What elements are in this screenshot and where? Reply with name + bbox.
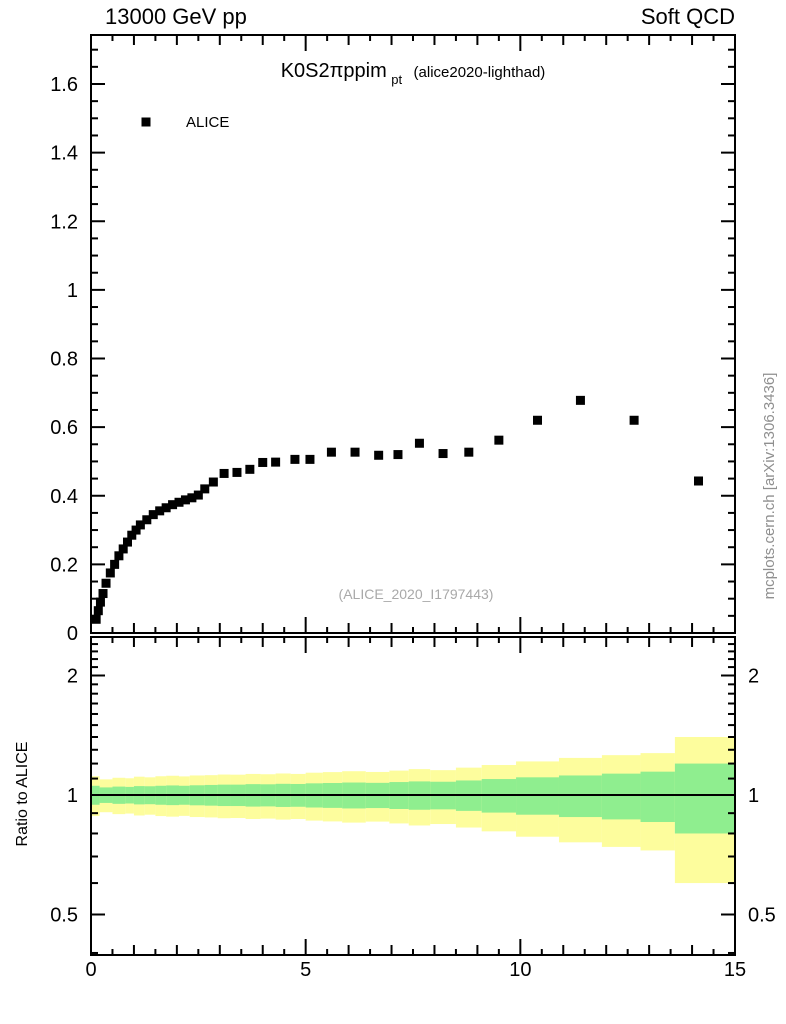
data-point	[494, 435, 504, 445]
data-point	[193, 490, 203, 500]
legend-label: ALICE	[186, 114, 229, 131]
data-point	[98, 589, 108, 599]
ratio-uncertainty-bands	[91, 736, 735, 884]
x-tick-label: 10	[509, 959, 531, 981]
data-point	[168, 500, 178, 510]
data-point	[155, 506, 165, 516]
plot-title-observable: K0S2πppim	[281, 60, 387, 82]
inner-uncertainty-band-bin	[640, 771, 675, 823]
plot-title-subscript: pt	[391, 72, 402, 87]
data-point	[245, 464, 255, 474]
data-point	[326, 447, 336, 457]
data-point	[271, 457, 281, 467]
data-point	[464, 447, 474, 457]
data-point	[208, 477, 218, 487]
mcplots-arxiv-side-note: mcplots.cern.ch [arXiv:1306.3436]	[761, 373, 778, 600]
data-point	[290, 454, 300, 464]
data-point	[414, 438, 424, 448]
ratio-y-tick-label-left: 2	[67, 666, 78, 688]
data-point	[131, 525, 141, 535]
ratio-y-tick-label-right: 0.5	[748, 905, 776, 927]
tick-labels-layer: 0 0.2 0.4 0.6 0.8 1 1.2 1.4 1.6 0.5 0.5 1 1 2 2 0 5 10 15	[50, 74, 776, 981]
spectrum-y-tick-label: 0.6	[50, 417, 78, 439]
data-points-layer	[91, 395, 704, 624]
ratio-y-tick-label-left: 0.5	[50, 905, 78, 927]
x-tick-label: 5	[300, 959, 311, 981]
data-point	[393, 450, 403, 460]
data-point	[258, 457, 268, 467]
data-point	[575, 395, 585, 405]
data-point	[110, 559, 120, 569]
data-point	[374, 450, 384, 460]
data-point	[174, 497, 184, 507]
legend-marker-filled-square-icon	[141, 117, 151, 127]
data-point	[93, 606, 103, 616]
ratio-y-tick-label-left: 1	[67, 785, 78, 807]
header-beam-energy: 13000 GeV pp	[105, 4, 247, 29]
spectrum-y-tick-label: 0.8	[50, 349, 78, 371]
data-point	[95, 597, 105, 607]
data-point	[187, 493, 197, 503]
data-point	[118, 544, 128, 554]
x-tick-label: 0	[85, 959, 96, 981]
x-tick-label: 15	[724, 959, 746, 981]
data-point	[438, 449, 448, 459]
data-point	[694, 476, 704, 486]
spectrum-y-tick-label: 0	[67, 623, 78, 645]
data-point	[142, 515, 152, 525]
ratio-y-tick-label-right: 2	[748, 666, 759, 688]
spectrum-y-tick-label: 0.2	[50, 554, 78, 576]
inner-uncertainty-band-bin	[601, 773, 641, 820]
data-point	[114, 551, 124, 561]
spectrum-y-tick-label: 0.4	[50, 486, 78, 508]
data-point	[135, 520, 145, 530]
inner-uncertainty-band-bin	[516, 777, 559, 815]
ratio-y-tick-label-right: 1	[748, 785, 759, 807]
data-point	[127, 530, 137, 540]
data-point	[105, 568, 115, 578]
data-point	[305, 454, 315, 464]
spectrum-y-tick-label: 1.2	[50, 211, 78, 233]
spectrum-y-tick-label: 1	[67, 280, 78, 302]
data-point	[200, 484, 210, 494]
inner-uncertainty-band-bin	[674, 763, 735, 834]
spectrum-y-tick-label: 1.4	[50, 143, 78, 165]
data-point	[533, 415, 543, 425]
data-point	[148, 510, 158, 520]
data-point	[161, 503, 171, 513]
legend: ALICE	[141, 114, 229, 131]
data-point	[122, 537, 132, 547]
data-point	[180, 495, 190, 505]
inner-uncertainty-band-bin	[558, 775, 602, 818]
spectrum-y-tick-label: 1.6	[50, 74, 78, 96]
data-point	[219, 468, 229, 478]
plot-title: K0S2πppim pt (alice2020-lighthad)	[281, 60, 546, 88]
header-process-group: Soft QCD	[641, 4, 735, 29]
analysis-watermark: (ALICE_2020_I1797443)	[339, 586, 494, 602]
data-point	[232, 467, 242, 477]
ratio-y-axis-title: Ratio to ALICE	[14, 742, 31, 847]
data-point	[91, 614, 101, 624]
data-point	[101, 578, 111, 588]
data-point	[350, 447, 360, 457]
plot-title-analysis: (alice2020-lighthad)	[414, 64, 546, 81]
data-point	[629, 415, 639, 425]
axes-layer	[90, 34, 736, 956]
